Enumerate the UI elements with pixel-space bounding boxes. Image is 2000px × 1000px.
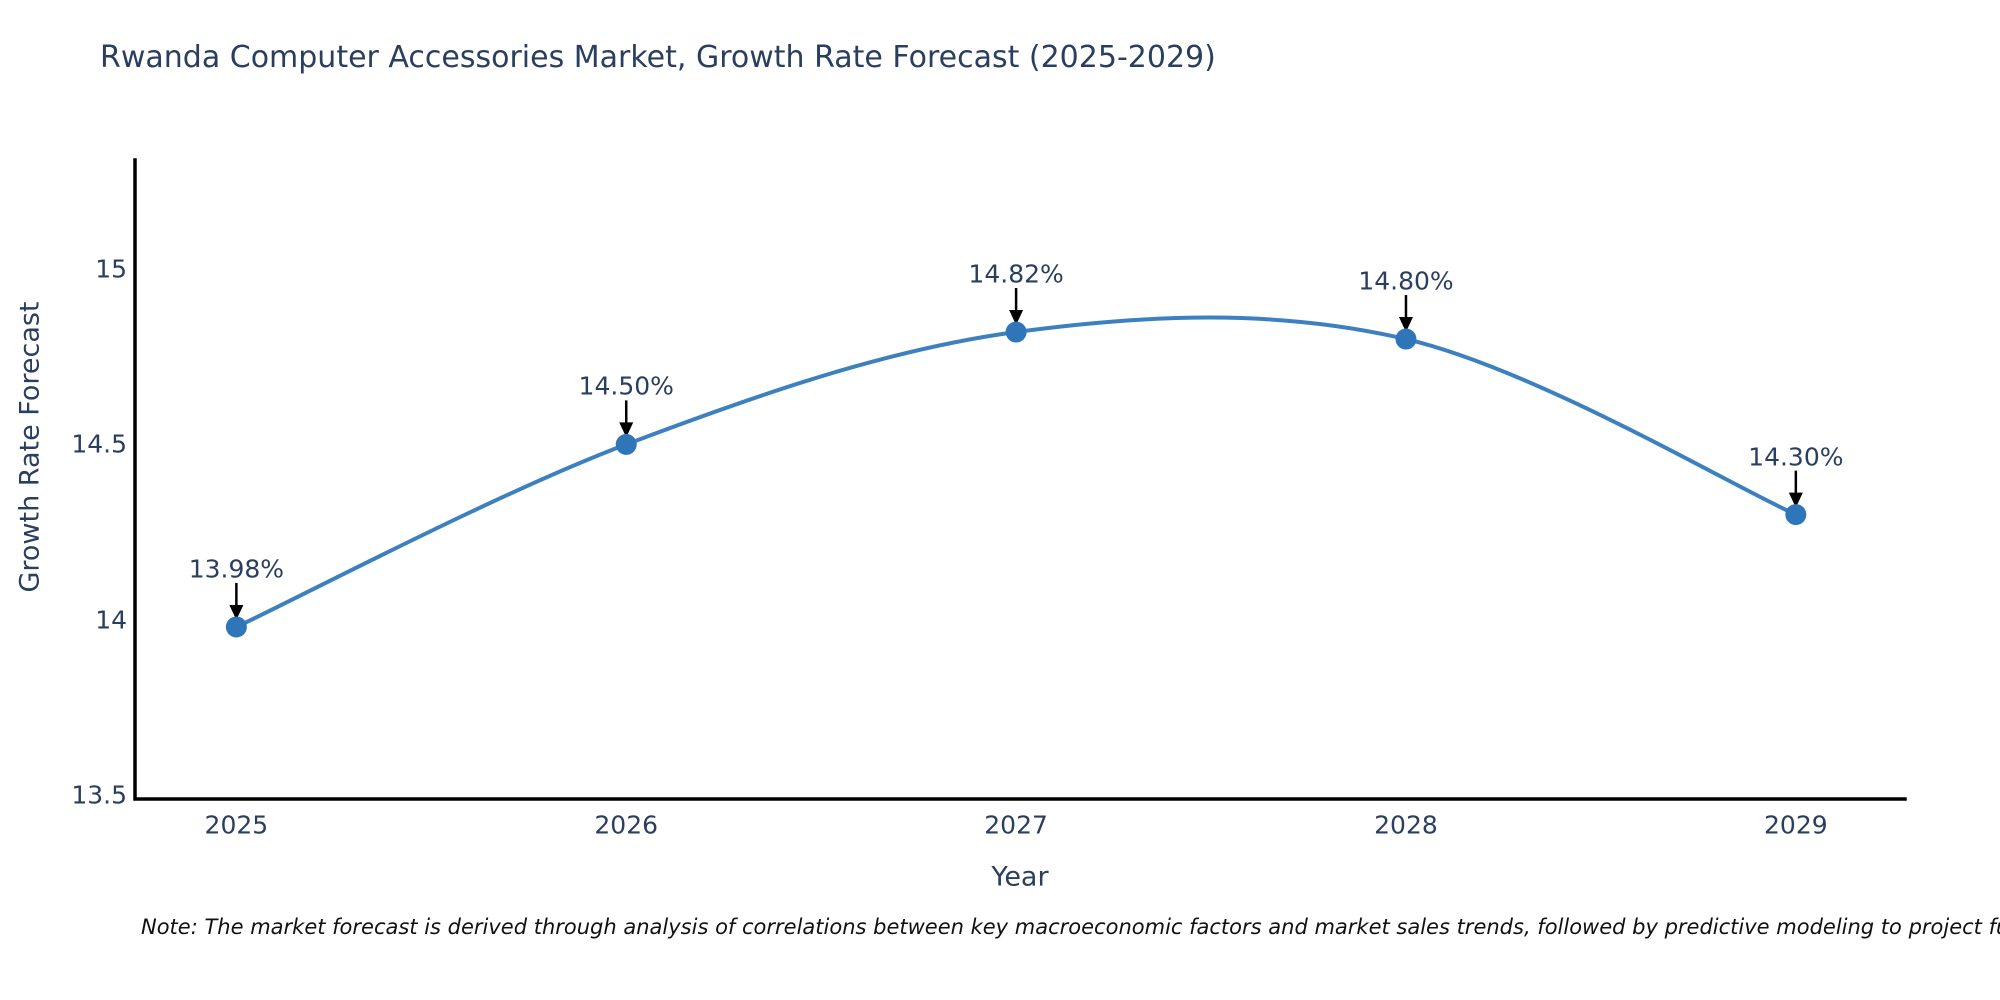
- point-value-label: 14.82%: [968, 259, 1064, 289]
- y-tick-label: 15: [95, 254, 127, 284]
- point-value-label: 14.30%: [1748, 442, 1844, 472]
- annotation-arrow-head: [619, 422, 634, 438]
- annotation-arrow-head: [1788, 492, 1803, 508]
- y-axis-title: Growth Rate Forecast: [14, 301, 46, 593]
- y-tick-label: 13.5: [71, 780, 127, 810]
- annotation-arrow-head: [1398, 317, 1413, 333]
- chart-title: Rwanda Computer Accessories Market, Grow…: [100, 40, 1216, 75]
- x-axis-title: Year: [991, 861, 1049, 893]
- data-point-marker[interactable]: [615, 433, 637, 455]
- axis-lines: [133, 158, 1907, 801]
- data-point-marker[interactable]: [1395, 328, 1417, 350]
- x-tick-label: 2026: [594, 810, 659, 840]
- x-tick-label: 2027: [984, 810, 1048, 840]
- data-point-marker[interactable]: [1785, 504, 1807, 526]
- point-value-label: 14.80%: [1358, 266, 1454, 296]
- point-value-label: 13.98%: [188, 554, 285, 584]
- y-tick-label: 14: [95, 605, 127, 635]
- y-tick-label: 14.5: [71, 429, 127, 459]
- annotation-arrow-head: [1009, 310, 1024, 326]
- point-value-label: 14.50%: [578, 371, 674, 401]
- x-tick-label: 2029: [1764, 810, 1828, 840]
- x-tick-label: 2025: [204, 810, 269, 840]
- footnote: Note: The market forecast is derived thr…: [141, 915, 2000, 939]
- x-tick-label: 2028: [1374, 810, 1438, 840]
- data-point-marker[interactable]: [1005, 321, 1027, 343]
- annotation-arrow-head: [229, 604, 244, 620]
- trend-line: [235, 315, 1797, 629]
- data-point-marker[interactable]: [225, 616, 247, 638]
